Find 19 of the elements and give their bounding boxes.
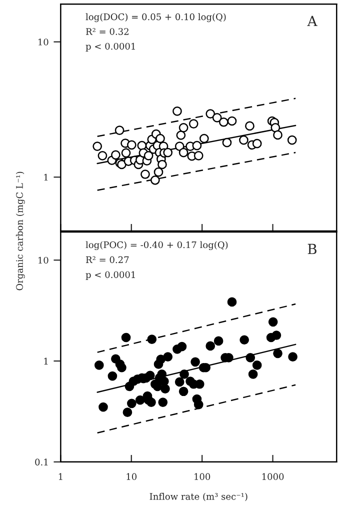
annotation: p < 0.0001 [86, 42, 135, 52]
x-tick-label: 1000 [262, 473, 284, 480]
x-tick-label: 1 [58, 473, 62, 480]
annotation: log(POC) = -0.40 + 0.17 log(Q) [86, 241, 228, 250]
y-tick-label: 1 [44, 358, 48, 364]
annotation: R² = 0.27 [86, 256, 129, 264]
x-tick-label: 100 [194, 473, 210, 480]
x-axis-title: Inflow rate (m³ sec⁻¹) [150, 492, 248, 502]
y-tick-label: 10 [38, 38, 48, 46]
y-tick-label: 0.1 [35, 458, 48, 466]
y-axis-title: Organic carbon (mgC L⁻¹) [16, 172, 25, 290]
annotation: p < 0.0001 [86, 271, 135, 280]
y-tick-label: 10 [38, 256, 48, 264]
annotation: A [307, 16, 318, 26]
annotation: R² = 0.32 [86, 28, 128, 35]
annotation: log(DOC) = 0.05 + 0.10 log(Q) [86, 13, 226, 22]
x-tick-label: 10 [126, 473, 137, 480]
y-tick-label: 1 [44, 174, 48, 181]
annotation: B [308, 244, 316, 254]
